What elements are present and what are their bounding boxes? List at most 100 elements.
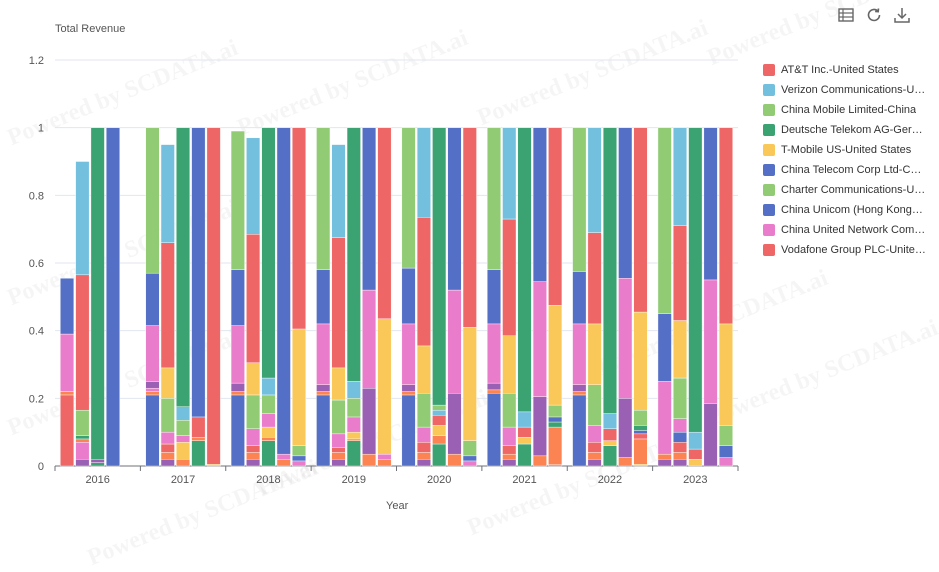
bar-segment-att [331,237,346,369]
bar-segment-china_unicom [618,127,633,279]
bar-segment-china_united [401,323,416,385]
bar-segment-deutsche_telekom [346,127,361,382]
bar-segment-china_mobile [331,399,346,435]
y-tick-label: 1.2 [29,55,44,67]
bar-segment-china_mobile [292,445,306,457]
bar-segment-att [191,416,206,438]
legend-item[interactable]: Vodafone Group PLC-United Kingdom [763,240,926,260]
bar-segment-att [587,232,602,325]
legend-item[interactable]: China Mobile Limited-China [763,100,926,120]
bar-segment-other_purple [316,384,331,392]
bar-segment-other_teal [261,440,276,467]
bar-segment-other_orange [548,426,563,465]
bar-segment-china_telecom [60,278,75,335]
bar-segment-tmobile [517,437,532,445]
bar-segment-china_telecom [316,394,331,467]
bar-segment-china_united [362,289,377,389]
bar-segment-china_unicom [673,431,687,443]
bar-segment-other_orange [548,464,563,467]
legend-item[interactable]: Deutsche Telekom AG-Germany [763,120,926,140]
bar-segment-att [75,274,90,411]
legend-item[interactable]: T-Mobile US-United States [763,140,926,160]
bar-segment-tmobile [548,305,563,406]
bar-segment-other_orange [145,391,160,396]
bar-segment-tmobile [602,440,617,446]
legend-swatch [763,84,775,96]
bar-segment-att [432,415,447,426]
y-tick-label: 0 [38,461,44,473]
x-tick-label: 2019 [342,474,366,486]
bar-segment-china_mobile [572,127,587,272]
bar-segment-other_orange [191,437,206,441]
legend-label: Verizon Communications-United States [781,84,926,96]
bar-segment-tmobile [688,459,703,467]
bar-segment-china_united [587,425,602,443]
bar-segment-tmobile [160,367,175,399]
bar-segment-other_purple [75,459,90,467]
bar-segment-china_mobile [462,440,477,457]
bar-segment-china_telecom [145,272,160,326]
bar-segment-tmobile [246,362,261,396]
bar-segment-other_orange [316,391,331,396]
bar-segment-tmobile [673,320,687,379]
bar-segment-china_telecom [572,394,587,467]
x-tick-label: 2021 [512,474,536,486]
y-tick-label: 0.2 [29,393,44,405]
refresh-icon[interactable] [865,6,883,24]
legend-swatch [763,144,775,156]
bar-segment-china_mobile [633,409,648,426]
legend-item[interactable]: China United Network Communications-Chin… [763,220,926,240]
bar-segment-china_united [145,387,160,392]
bar-segment-china_mobile [230,130,245,270]
bar-segment-china_united [703,279,718,404]
bar-segment-china_united [261,413,276,428]
bar-segment-tmobile [432,425,447,436]
x-tick-label: 2022 [598,474,622,486]
bar-segment-china_mobile [261,394,276,414]
bar-segment-verizon [517,411,532,428]
bar-segment-china_unicom [447,127,462,291]
table-view-icon[interactable] [837,6,855,24]
bar-segment-china_unicom [548,416,563,423]
bar-segment-verizon [261,377,276,396]
legend-label: China Unicom (Hong Kong)-China [781,204,926,216]
bar-segment-china_united [718,457,733,467]
bar-segment-china_unicom [292,455,306,462]
download-icon[interactable] [893,6,911,24]
bar-segment-china_telecom [230,269,245,326]
bar-segment-china_mobile [246,394,261,429]
bar-segment-other_orange [246,452,261,460]
bar-segment-other_orange [60,391,75,396]
legend-item[interactable]: China Unicom (Hong Kong)-China [763,200,926,220]
bar-segment-china_telecom [487,393,501,467]
bar-segment-china_telecom [657,313,672,382]
legend-label: Vodafone Group PLC-United Kingdom [781,244,926,256]
bar-segment-verizon [502,127,517,220]
bar-segment-att [416,217,431,347]
chart-legend: AT&T Inc.-United States Verizon Communica… [763,60,926,260]
bar-segment-china_telecom [145,394,160,467]
bar-segment-china_mobile [587,384,602,426]
legend-item[interactable]: Charter Communications-United States [763,180,926,200]
bar-segment-china_unicom [718,445,733,458]
bar-segment-china_united [230,325,245,384]
bar-segment-china_united [331,433,346,448]
legend-swatch [763,64,775,76]
bar-segment-china_united [316,323,331,385]
bar-segment-att [502,445,517,455]
bar-segment-att [633,433,648,440]
bar-segment-deutsche_telekom [688,127,703,433]
bar-segment-china_united [462,460,477,467]
bar-segment-tmobile [502,335,517,394]
legend-swatch [763,184,775,196]
bar-segment-other_purple [487,382,501,391]
bar-segment-china_unicom [532,127,547,282]
legend-item[interactable]: Verizon Communications-United States [763,80,926,100]
bar-segment-tmobile [346,431,361,440]
legend-item[interactable]: China Telecom Corp Ltd-China [763,160,926,180]
bar-segment-att [331,447,346,453]
bar-segment-china_telecom [401,394,416,467]
bar-segment-other_purple [246,459,261,467]
legend-item[interactable]: AT&T Inc.-United States [763,60,926,80]
bar-segment-other_purple [703,403,718,467]
